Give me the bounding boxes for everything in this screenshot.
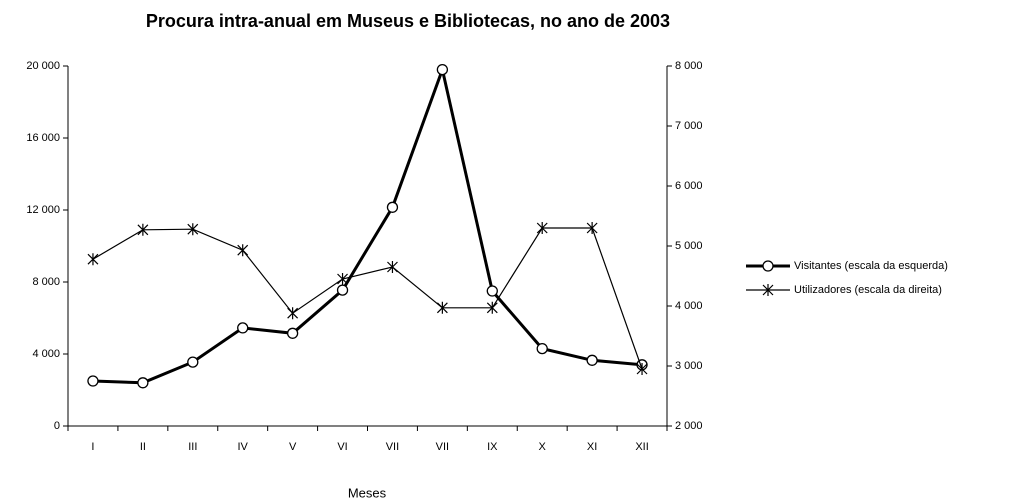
point	[87, 253, 99, 266]
point	[536, 342, 548, 355]
point	[336, 284, 349, 296]
legend-marker	[762, 260, 774, 272]
point	[237, 322, 249, 334]
x-tick-label: V	[289, 441, 297, 453]
point	[137, 223, 149, 236]
x-tick-label: II	[140, 441, 146, 453]
point	[386, 201, 399, 213]
point	[436, 63, 449, 76]
y2-tick-label: 2 000	[675, 420, 703, 432]
x-tick-label: III	[188, 441, 197, 453]
x-tick-label: I	[91, 441, 94, 453]
y2-tick-label: 8 000	[675, 60, 703, 72]
x-tick-label: VI	[337, 441, 347, 453]
point	[237, 244, 249, 257]
y-tick-label: 8 000	[32, 276, 60, 288]
y2-tick-label: 4 000	[675, 300, 703, 312]
point	[536, 222, 548, 234]
point	[436, 301, 448, 314]
x-tick-label: XI	[587, 441, 597, 453]
point	[387, 261, 398, 273]
y-tick-label: 0	[54, 420, 60, 432]
x-tick-label: VII	[386, 441, 399, 453]
y2-tick-label: 5 000	[675, 240, 703, 252]
point	[636, 363, 648, 375]
x-tick-label: IX	[487, 441, 498, 453]
point	[337, 273, 348, 285]
series-line	[92, 227, 643, 370]
point	[87, 375, 99, 387]
y-tick-label: 4 000	[32, 348, 60, 360]
point	[287, 307, 299, 320]
chart-title: Procura intra-anual em Museus e Bibliote…	[146, 11, 670, 31]
point	[187, 356, 199, 368]
y2-tick-label: 3 000	[675, 360, 703, 372]
point	[586, 222, 598, 234]
point	[486, 301, 498, 314]
x-tick-label: VII	[436, 441, 449, 453]
point	[187, 223, 199, 236]
y2-tick-label: 6 000	[675, 180, 703, 192]
series-line	[92, 64, 643, 385]
x-tick-label: XII	[635, 441, 648, 453]
legend-label: Visitantes (escala da esquerda)	[794, 260, 948, 272]
point	[486, 285, 498, 297]
y-tick-label: 16 000	[26, 132, 60, 144]
y-tick-label: 20 000	[26, 60, 60, 72]
legend-marker	[762, 284, 774, 296]
point	[286, 327, 299, 339]
x-axis-title: Meses	[348, 485, 387, 500]
x-tick-label: X	[539, 441, 547, 453]
y2-tick-label: 7 000	[675, 120, 703, 132]
point	[586, 354, 598, 366]
point	[137, 377, 149, 389]
y-tick-label: 12 000	[26, 204, 60, 216]
legend-label: Utilizadores (escala da direita)	[794, 284, 942, 296]
x-tick-label: IV	[238, 441, 249, 453]
